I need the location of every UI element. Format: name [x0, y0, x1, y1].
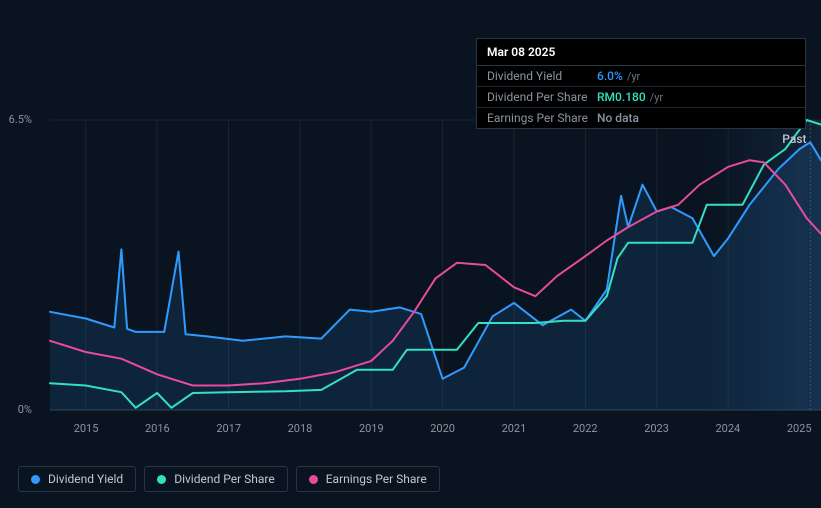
x-axis-label: 2015 [74, 422, 99, 435]
x-axis-label: 2022 [573, 422, 598, 435]
tooltip-row-value: 6.0%/yr [597, 69, 640, 83]
x-axis-label: 2017 [216, 422, 241, 435]
y-axis-bottom-label: 0% [18, 403, 32, 416]
legend-label: Dividend Per Share [174, 472, 275, 486]
x-axis-labels: 2015 2016 2017 2018 2019 2020 2021 2022 2023 2024… [74, 422, 812, 435]
x-axis-label: 2024 [716, 422, 741, 435]
chart-area: 6.5% 0% Past 201520162017201820192020202… [18, 108, 821, 418]
tooltip-row: Dividend Per ShareRM0.180/yr [477, 87, 805, 108]
x-axis-label: 2020 [430, 422, 455, 435]
legend-dot-icon [157, 475, 166, 484]
legend-item[interactable]: Dividend Yield [18, 466, 136, 492]
tooltip-row: Dividend Yield6.0%/yr [477, 66, 805, 87]
x-axis-label: 2025 [787, 422, 812, 435]
tooltip-row-label: Dividend Yield [487, 69, 597, 83]
line-chart[interactable] [18, 108, 821, 418]
legend-label: Dividend Yield [48, 472, 123, 486]
legend-item[interactable]: Dividend Per Share [144, 466, 288, 492]
tooltip-row-label: Earnings Per Share [487, 111, 597, 125]
tooltip-row-value: RM0.180/yr [597, 90, 663, 104]
past-marker-label: Past [782, 132, 806, 146]
x-axis-label: 2021 [502, 422, 527, 435]
y-axis-top-label: 6.5% [9, 113, 32, 126]
tooltip-date: Mar 08 2025 [477, 39, 805, 66]
x-axis-label: 2018 [288, 422, 313, 435]
x-axis-label: 2023 [644, 422, 669, 435]
x-axis-label: 2019 [359, 422, 384, 435]
tooltip-row: Earnings Per ShareNo data [477, 108, 805, 128]
tooltip-row-label: Dividend Per Share [487, 90, 597, 104]
chart-legend: Dividend Yield Dividend Per Share Earnings… [18, 466, 440, 492]
legend-dot-icon [309, 475, 318, 484]
legend-item[interactable]: Earnings Per Share [296, 466, 440, 492]
legend-dot-icon [31, 475, 40, 484]
x-axis-label: 2016 [145, 422, 170, 435]
tooltip-row-value: No data [597, 111, 639, 125]
legend-label: Earnings Per Share [326, 472, 427, 486]
chart-tooltip: Mar 08 2025 Dividend Yield6.0%/yrDividen… [476, 38, 806, 129]
